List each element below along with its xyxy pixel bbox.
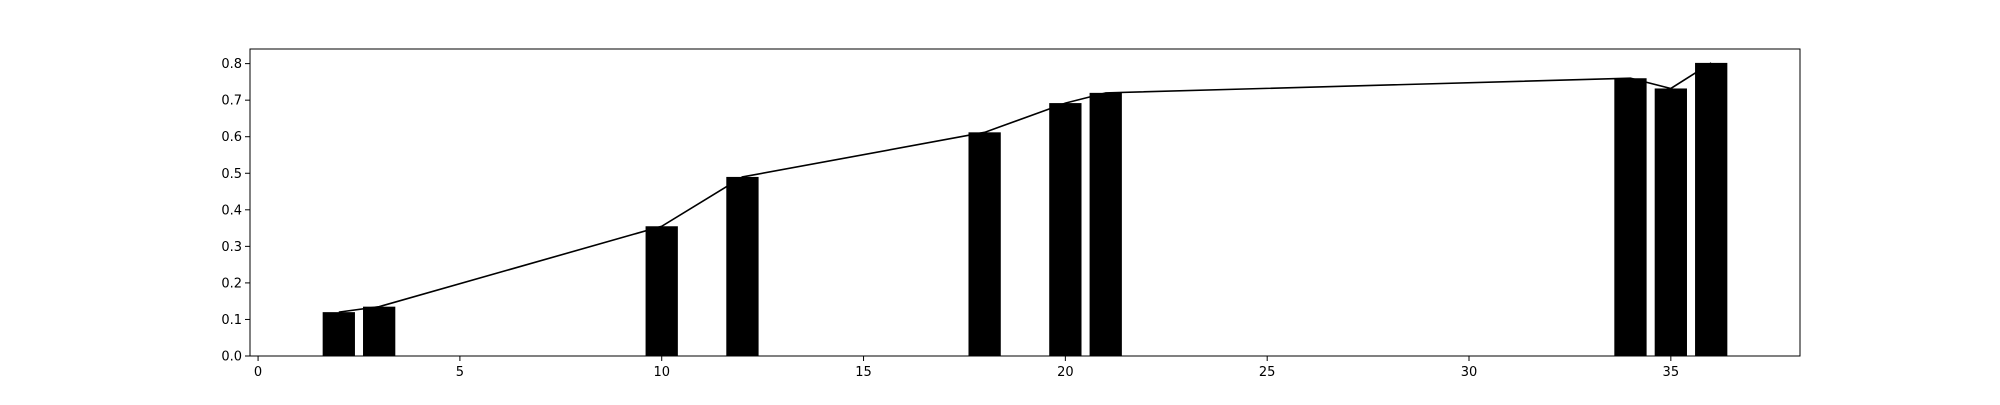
y-axis-ticks: 0.0 0.1 0.2 0.3 0.4 0.5 0.6 0.7 0.8 [221,57,250,365]
axes-group [249,48,1801,357]
series-line [338,62,1712,313]
bar [1089,92,1122,357]
bars-group [322,62,1728,357]
y-tick-label: 0.2 [221,276,242,291]
bar [968,132,1001,356]
bar [645,226,678,356]
x-tick-label: 20 [1057,365,1074,380]
y-tick-label: 0.4 [221,203,242,218]
y-tick-label: 0.1 [221,313,242,328]
x-tick-label: 30 [1461,365,1478,380]
bar [1654,88,1687,356]
x-tick-label: 0 [254,365,262,380]
x-tick-label: 35 [1663,365,1680,380]
axes-frame [249,48,1801,357]
x-tick-label: 25 [1259,365,1276,380]
bar [1614,78,1647,357]
y-tick-label: 0.6 [221,130,242,145]
bar [1049,103,1082,356]
y-tick-label: 0.0 [221,350,242,365]
x-axis-ticks: 0 5 10 15 20 25 30 35 [254,356,1679,380]
bar [726,176,759,356]
x-tick-label: 10 [653,365,670,380]
x-tick-label: 15 [855,365,872,380]
line-group [338,62,1712,313]
y-tick-label: 0.5 [221,167,242,182]
y-tick-label: 0.8 [221,57,242,72]
bar [1695,62,1728,356]
bar [363,306,396,356]
x-tick-label: 5 [456,365,464,380]
bar [322,312,355,356]
y-tick-label: 0.3 [221,240,242,255]
y-tick-label: 0.7 [221,94,242,109]
